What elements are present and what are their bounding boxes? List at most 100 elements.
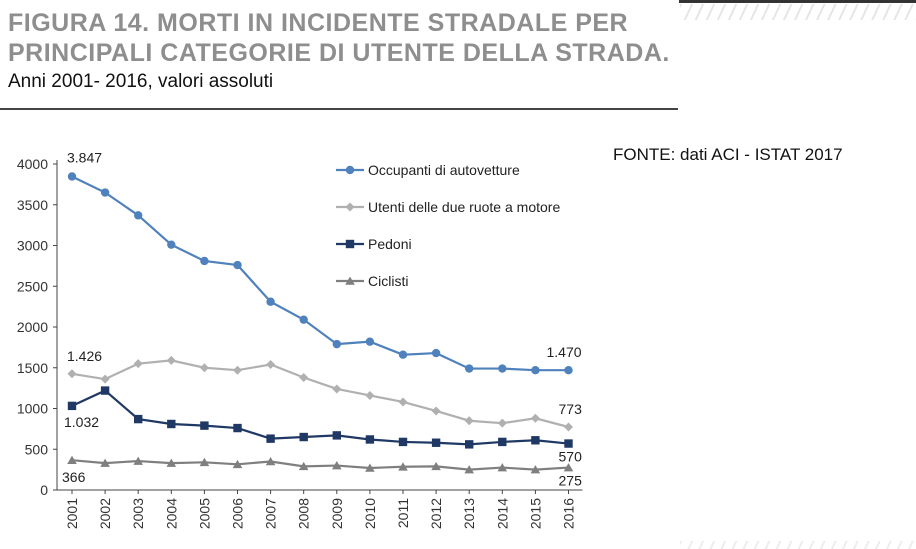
data-point (498, 437, 507, 447)
data-point (266, 359, 276, 369)
data-point (563, 463, 574, 472)
data-point (464, 465, 474, 474)
data-point (200, 256, 209, 266)
header-rule (0, 108, 678, 110)
data-point (431, 348, 441, 358)
data-point (133, 359, 143, 369)
data-point (431, 406, 441, 416)
data-label: 1.426 (67, 348, 102, 364)
data-point (67, 369, 77, 379)
line-chart: 0 500 1000 1500 2000 2500 3000 3500 4000 2001 2002… (17, 149, 583, 529)
data-point (299, 315, 308, 324)
data-point (332, 461, 342, 470)
data-point (233, 260, 242, 270)
data-label: 366 (62, 469, 86, 485)
data-point (232, 459, 243, 469)
legend-item: Ciclisti (336, 273, 408, 289)
data-point (67, 172, 77, 181)
x-tick-label: 2006 (230, 498, 246, 529)
x-tick-label: 2001 (64, 498, 80, 529)
x-tick-label: 2004 (163, 498, 179, 529)
y-tick-label: 2000 (17, 319, 48, 335)
data-point (166, 458, 177, 467)
data-point (365, 390, 375, 400)
x-tick-label: 2011 (395, 498, 411, 528)
data-point (100, 458, 110, 467)
figure-subtitle: Anni 2001- 2016, valori assoluti (8, 71, 274, 92)
data-point (345, 202, 355, 212)
y-tick-label: 3000 (17, 238, 48, 254)
data-point (398, 437, 408, 447)
legend-item: Utenti delle due ruote a motore (336, 199, 560, 215)
series-line (71, 459, 569, 471)
x-tick-label: 2009 (329, 498, 345, 529)
data-point (530, 465, 541, 474)
y-tick-label: 4000 (17, 156, 48, 172)
data-point (133, 456, 143, 465)
data-point (345, 239, 355, 249)
data-point (100, 374, 110, 384)
series-1 (67, 355, 573, 432)
x-tick-label: 2016 (561, 498, 577, 529)
data-point (266, 434, 275, 443)
data-point (365, 337, 375, 346)
data-point (365, 435, 375, 444)
x-tick-label: 2007 (263, 498, 279, 529)
x-tick-label: 2012 (428, 498, 444, 529)
data-point (398, 350, 408, 359)
figure-title-line-2: PRINCIPALI CATEGORIE DI UTENTE DELLA STR… (8, 39, 670, 67)
data-point (531, 365, 540, 375)
data-point (233, 423, 242, 433)
legend-label: Pedoni (368, 236, 412, 252)
data-point (530, 413, 540, 423)
y-tick-label: 2500 (17, 278, 48, 294)
x-tick-label: 2010 (362, 498, 378, 529)
data-point (233, 365, 242, 375)
data-point (431, 461, 441, 471)
data-point (100, 188, 110, 197)
data-label: 570 (559, 449, 583, 465)
data-point (398, 462, 408, 471)
data-point (166, 355, 176, 365)
data-label: 1.032 (64, 414, 99, 430)
data-point (332, 384, 342, 394)
data-point (134, 211, 143, 220)
figure-title-line-1: FIGURA 14. MORTI IN INCIDENTE STRADALE P… (8, 9, 629, 37)
data-point (299, 373, 309, 383)
source-note: FONTE: dati ACI - ISTAT 2017 (613, 145, 843, 164)
data-point (564, 422, 573, 432)
y-tick-label: 3500 (17, 197, 48, 213)
data-point (365, 463, 375, 472)
legend-label: Utenti delle due ruote a motore (368, 199, 560, 215)
data-point (465, 364, 474, 373)
data-point (199, 457, 210, 467)
data-point (564, 439, 573, 448)
decorative-hatch-bottom (680, 541, 916, 549)
data-point (465, 440, 474, 449)
series-0 (67, 172, 573, 375)
series-line (71, 175, 569, 372)
data-point (200, 421, 209, 430)
data-point (497, 463, 508, 472)
data-point (564, 365, 573, 375)
data-point (167, 240, 176, 249)
x-tick-label: 2003 (130, 498, 146, 529)
data-label: 275 (559, 473, 583, 489)
data-point (199, 363, 209, 373)
series-2 (67, 386, 573, 449)
data-label: 1.470 (547, 344, 582, 360)
top-accent-bar (679, 0, 916, 3)
data-point (398, 397, 408, 407)
decorative-hatch-top (680, 4, 916, 20)
y-tick-label: 1500 (17, 360, 48, 376)
data-label: 3.847 (67, 149, 102, 165)
data-point (332, 431, 341, 440)
data-point (531, 436, 540, 445)
legend-label: Occupanti di autovetture (368, 162, 520, 178)
series-3 (67, 455, 574, 474)
data-point (464, 416, 474, 426)
figure-header: FIGURA 14. MORTI IN INCIDENTE STRADALE P… (8, 8, 676, 94)
data-point (345, 276, 355, 285)
data-point (299, 432, 308, 442)
y-tick-label: 500 (25, 441, 49, 457)
